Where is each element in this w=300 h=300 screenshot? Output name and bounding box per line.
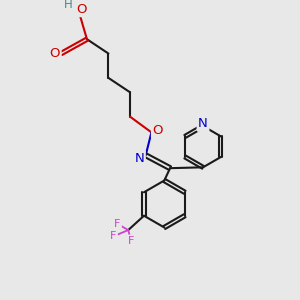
Text: F: F: [110, 231, 116, 242]
Text: O: O: [76, 3, 86, 16]
Text: N: N: [134, 152, 144, 165]
Text: N: N: [198, 117, 208, 130]
Text: F: F: [114, 219, 121, 229]
Text: O: O: [50, 47, 60, 60]
Text: F: F: [128, 236, 134, 246]
Text: H: H: [63, 0, 72, 11]
Text: O: O: [152, 124, 163, 137]
